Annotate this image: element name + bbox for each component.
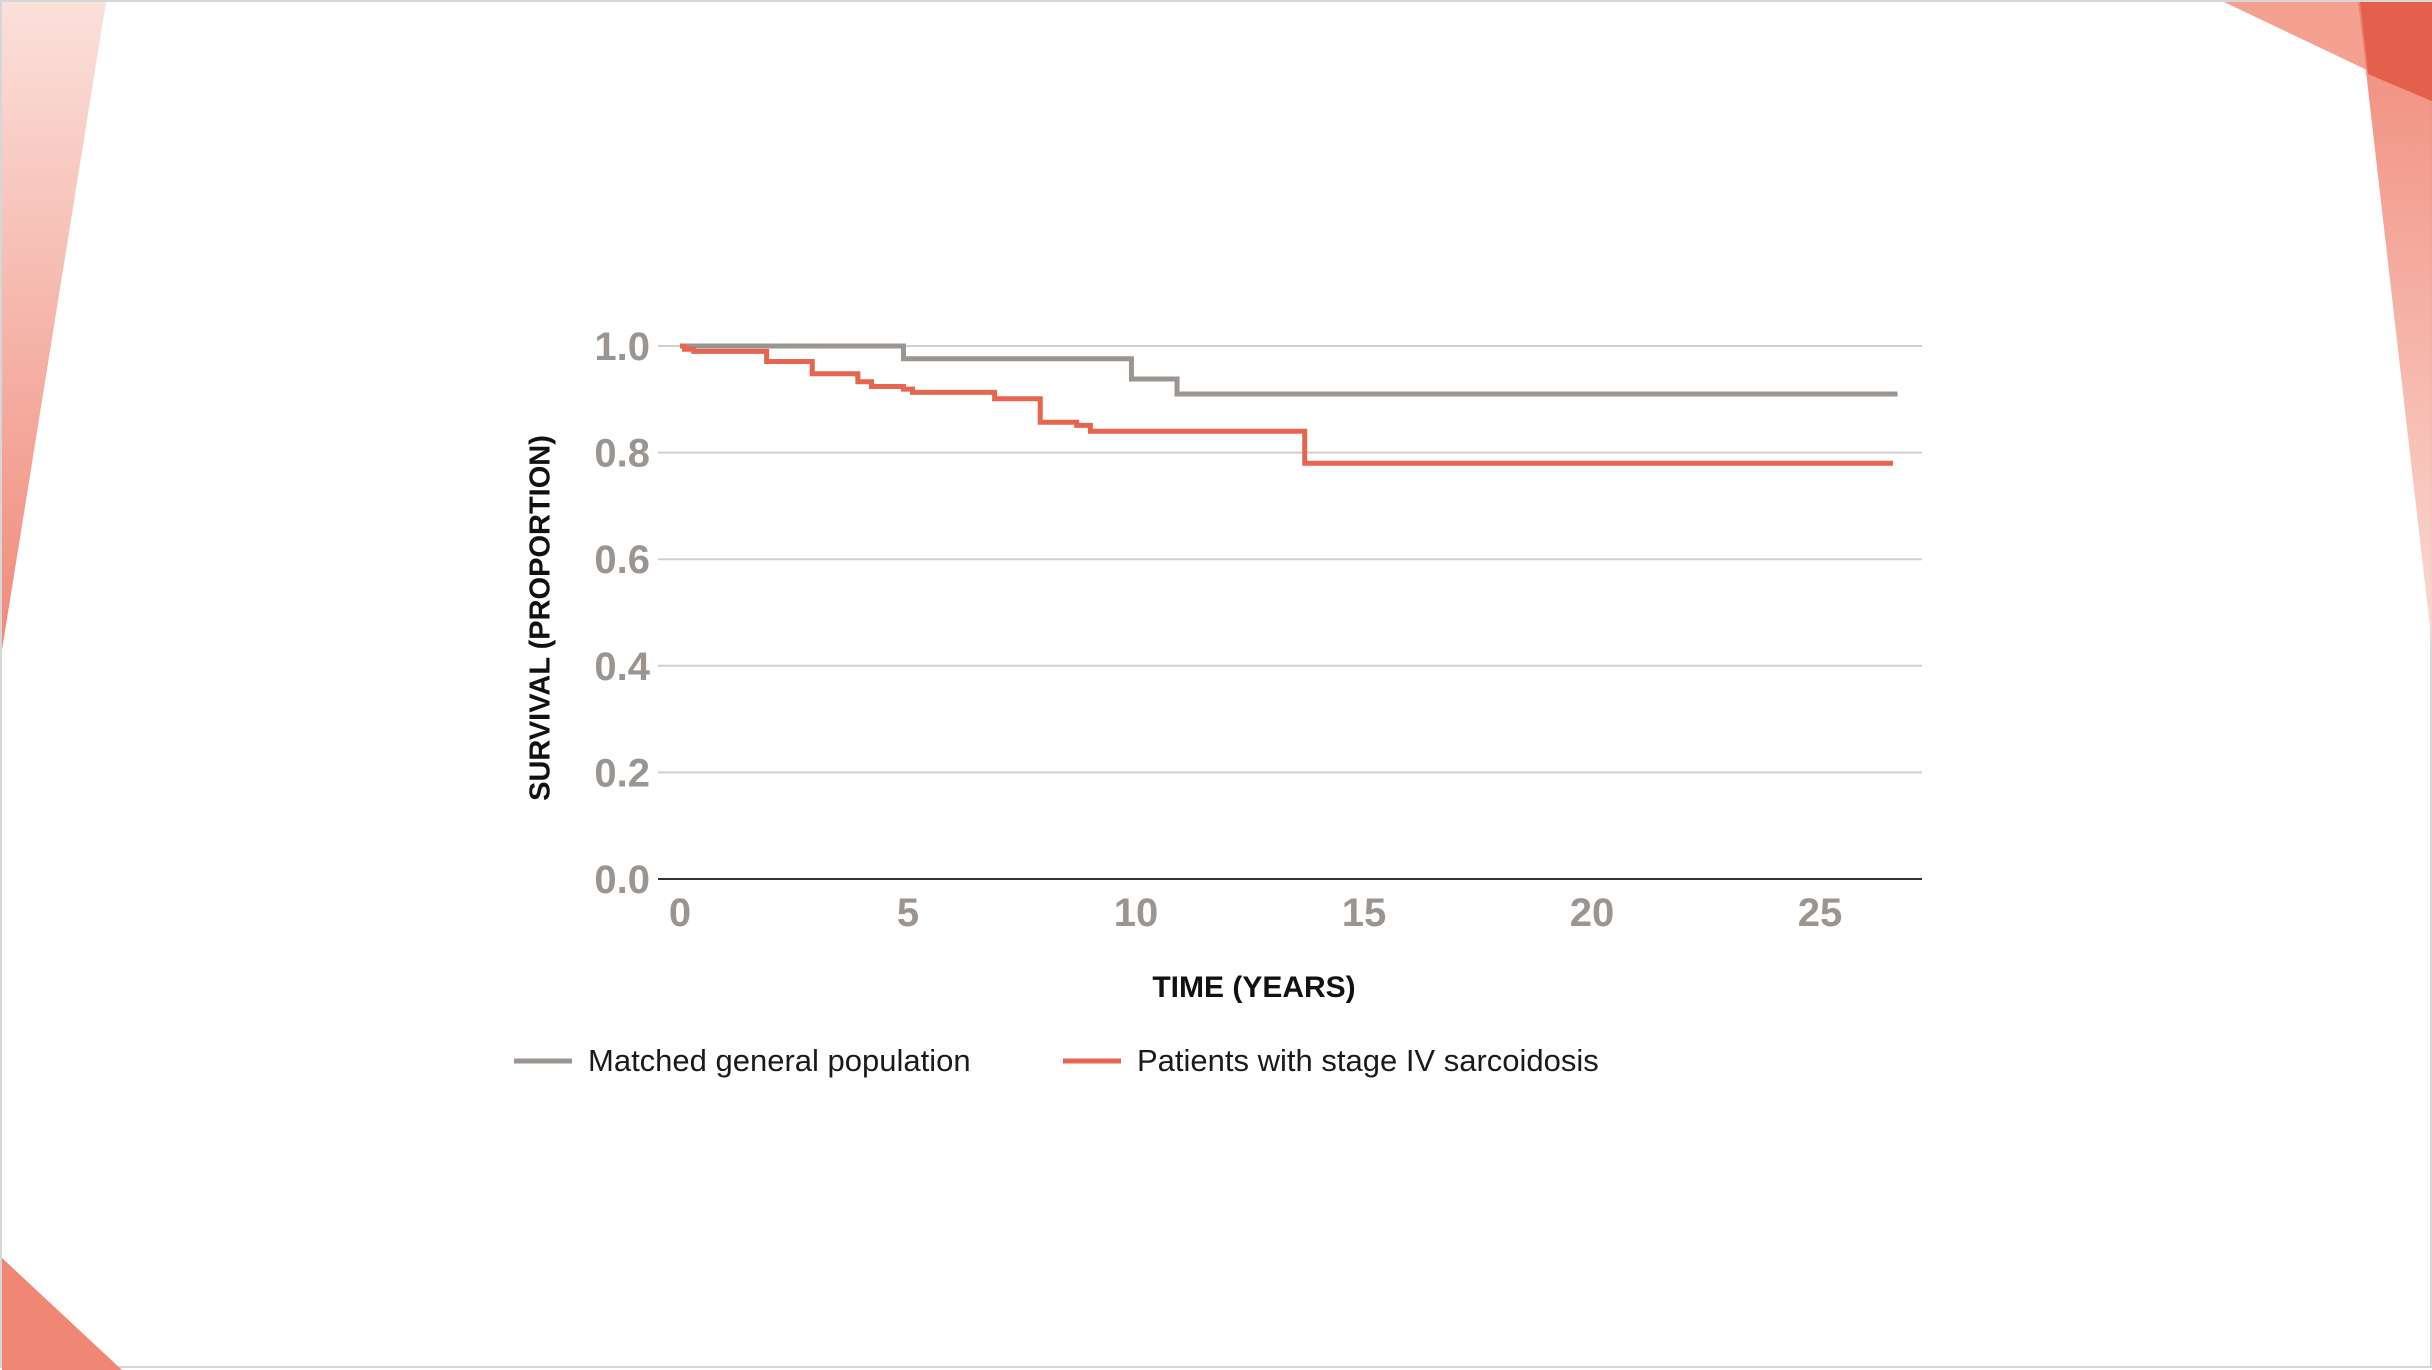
- series-line-sarcoidosis: [680, 343, 1893, 466]
- legend: Matched general population Patients with…: [514, 1043, 1599, 1078]
- y-tick-label: 0.2: [594, 751, 650, 795]
- x-tick-label: 25: [1798, 891, 1843, 935]
- legend-label-sarcoidosis: Patients with stage IV sarcoidosis: [1137, 1043, 1599, 1078]
- y-tick-label: 0.8: [594, 432, 650, 476]
- x-tick-label: 15: [1342, 891, 1387, 935]
- series-line-general-population: [680, 343, 1898, 397]
- series-lines: [680, 343, 1898, 466]
- y-tick-label: 1.0: [594, 325, 650, 369]
- legend-item-general-population: Matched general population: [514, 1043, 971, 1078]
- y-tick-label: 0.6: [594, 538, 650, 582]
- deco-shape-top-right-accent: [2360, 2, 2432, 102]
- x-tick-label: 0: [669, 891, 691, 935]
- x-axis-ticks: 0 5 10 15 20 25: [669, 891, 1842, 935]
- y-tick-label: 0.4: [594, 645, 650, 689]
- gridlines: [658, 345, 1922, 774]
- x-tick-label: 5: [897, 891, 919, 935]
- legend-label-general-population: Matched general population: [588, 1043, 971, 1078]
- x-tick-label: 10: [1114, 891, 1159, 935]
- y-axis-title: SURVIVAL (PROPORTION): [525, 435, 557, 801]
- deco-shape-left: [2, 2, 106, 650]
- y-axis-ticks: 0.0 0.2 0.4 0.6 0.8 1.0: [594, 325, 650, 902]
- deco-shape-bottom-left: [2, 1258, 122, 1370]
- x-tick-label: 20: [1570, 891, 1615, 935]
- legend-item-sarcoidosis: Patients with stage IV sarcoidosis: [1063, 1043, 1599, 1078]
- deco-shape-right: [2358, 2, 2432, 645]
- y-tick-label: 0.0: [594, 858, 650, 902]
- x-axis-title: TIME (YEARS): [1152, 971, 1355, 1004]
